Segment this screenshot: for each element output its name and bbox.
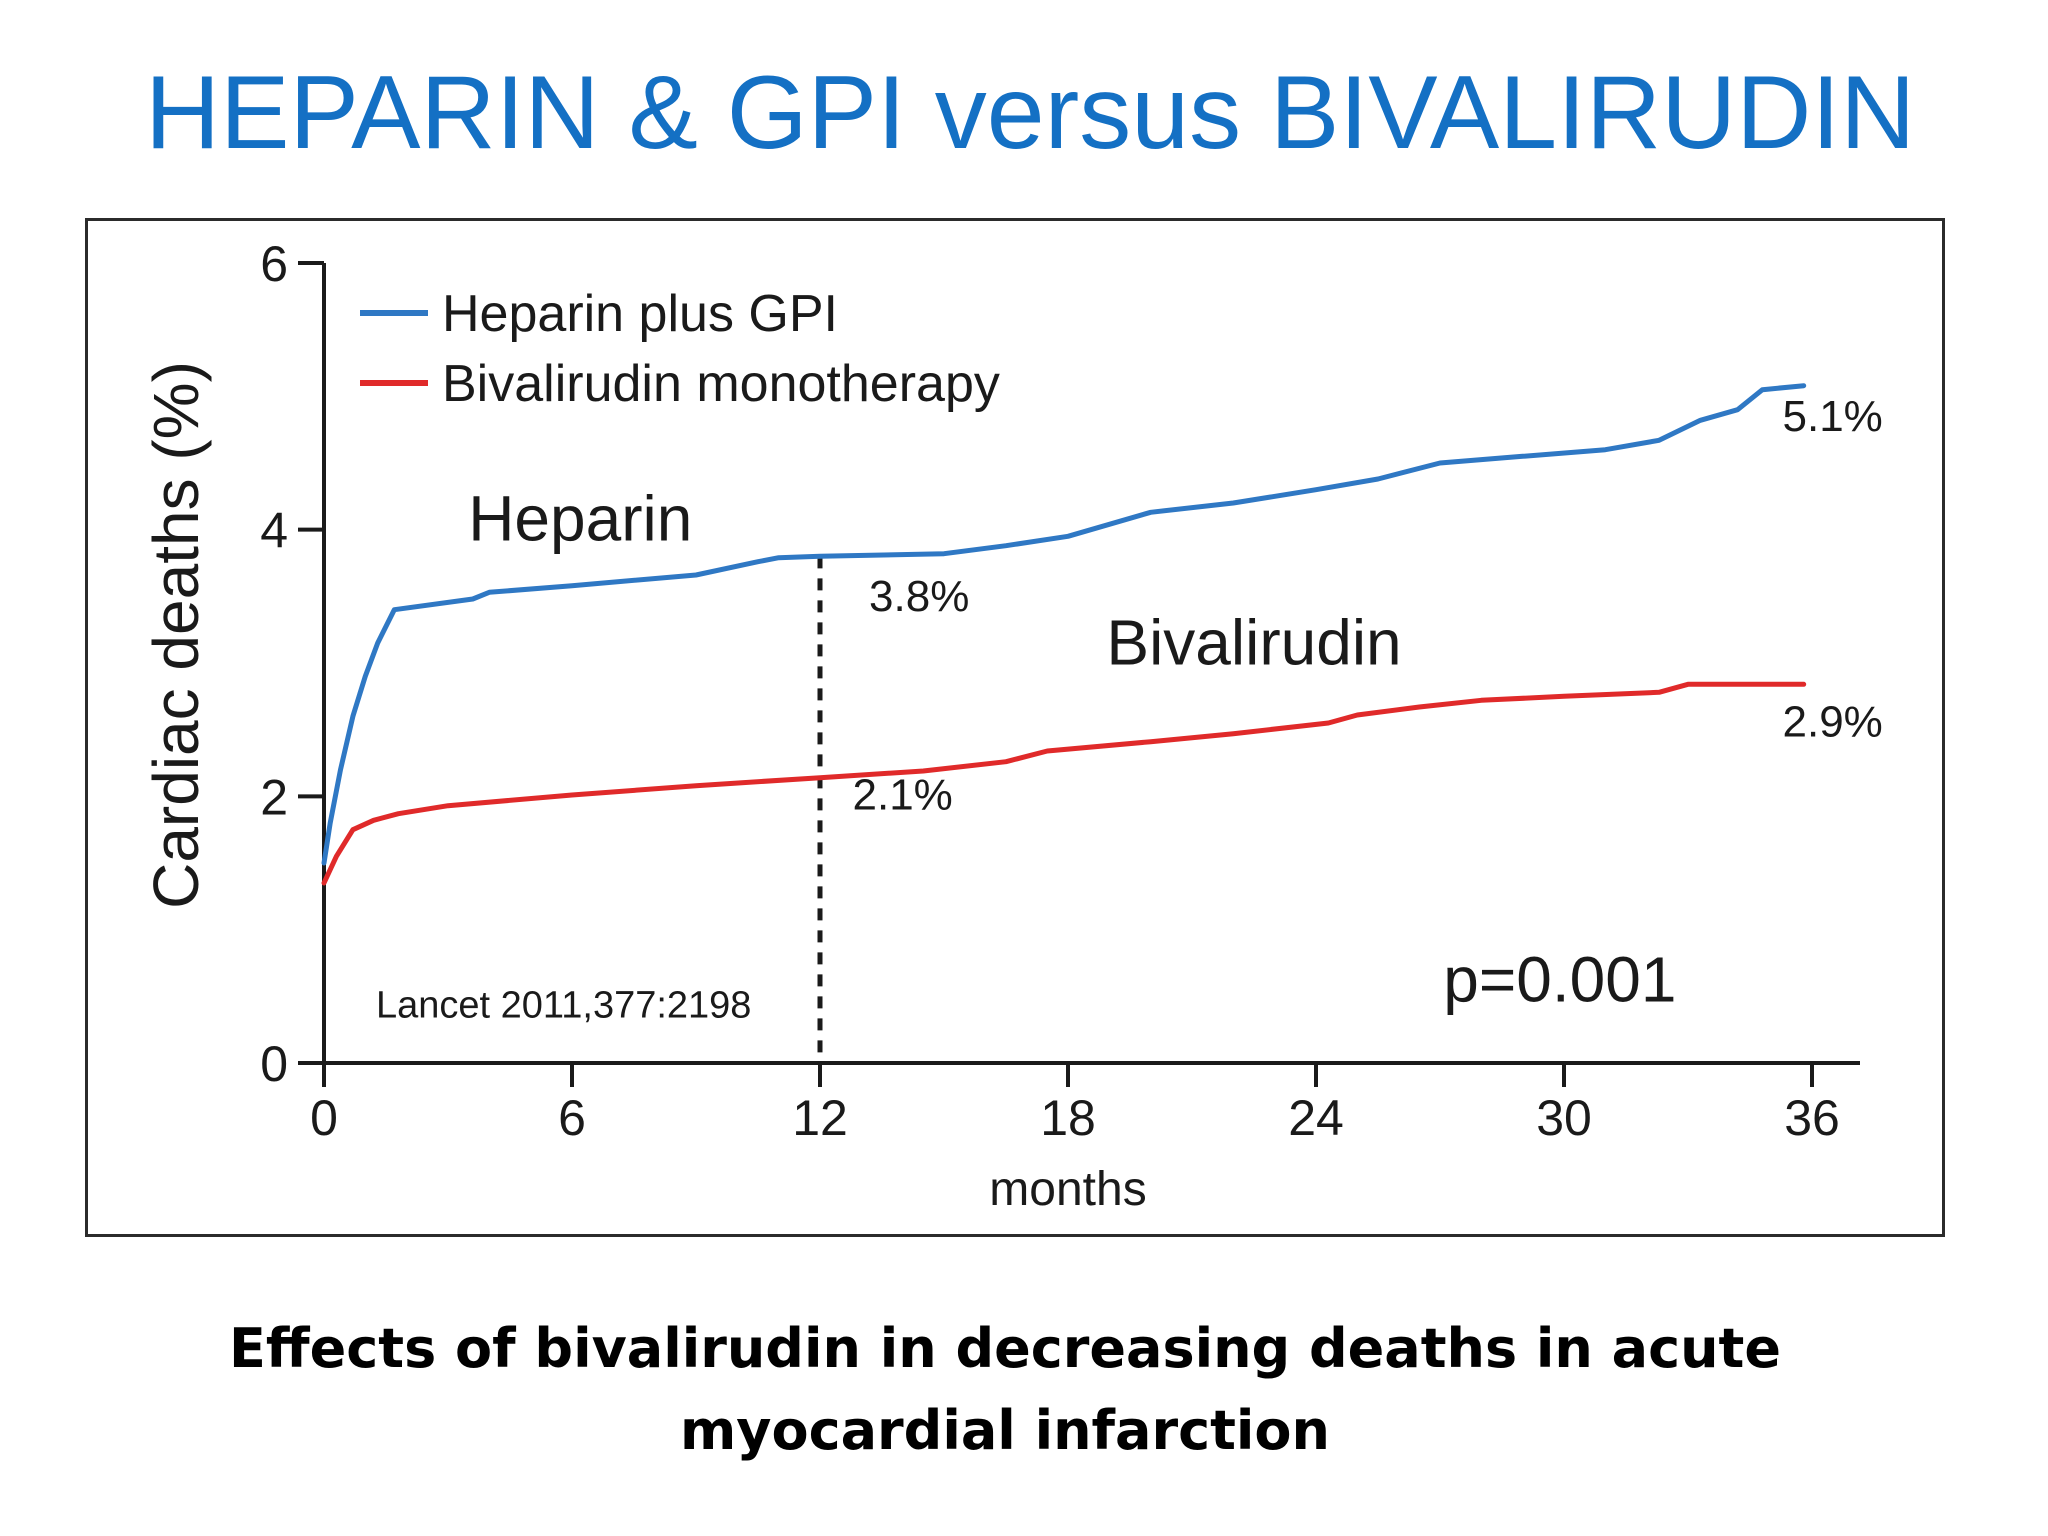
annotation-label: 5.1%: [1783, 392, 1883, 441]
annotation-label: Bivalirudin: [1106, 606, 1401, 678]
series-line-heparin-plus-gpi: [321, 383, 1807, 866]
x-tick-label: 30: [1536, 1090, 1592, 1146]
annotation-label: 3.8%: [869, 572, 969, 621]
x-tick-label: 12: [792, 1090, 848, 1146]
chart-annotations: Heparin Bivalirudin 3.8% 2.1% 5.1% 2.9% p=0.00…: [376, 392, 1883, 1027]
annotation-label: 2.9%: [1783, 697, 1883, 746]
slide-caption: Effects of bivalirudin in decreasing dea…: [229, 1317, 1781, 1462]
x-tick-label: 36: [1784, 1090, 1840, 1146]
series-line-bivalirudin-monotherapy: [321, 681, 1807, 886]
chart-axes: [322, 263, 1860, 1065]
y-tick-label: 0: [260, 1036, 288, 1092]
chart-frame: 0 6 12 18 24 30 36 0 2 4 6 Heparin plus GPI Bivalir…: [85, 218, 1945, 1237]
chart-legend: Heparin plus GPI Bivalirudin monotherapy: [360, 285, 1000, 413]
x-tick-label: 0: [310, 1090, 338, 1146]
x-axis-title: months: [989, 1163, 1146, 1216]
y-axis-title: Cardiac deaths (%): [140, 361, 212, 909]
annotation-label: p=0.001: [1443, 944, 1676, 1016]
x-tick-label: 6: [558, 1090, 586, 1146]
chart-series: [321, 383, 1807, 886]
annotation-label: 2.1%: [853, 771, 953, 820]
x-tick-label: 24: [1288, 1090, 1344, 1146]
slide-title: HEPARIN & GPI versus BIVALIRUDIN: [145, 55, 1916, 171]
annotation-label: Heparin: [468, 482, 692, 554]
y-tick-label: 2: [260, 769, 288, 825]
y-tick-label: 6: [260, 236, 288, 292]
annotation-label: Lancet 2011,377:2198: [376, 985, 751, 1027]
x-tick-label: 18: [1040, 1090, 1096, 1146]
y-tick-label: 4: [260, 503, 288, 559]
legend-label: Heparin plus GPI: [442, 285, 838, 343]
legend-label: Bivalirudin monotherapy: [442, 355, 1000, 413]
